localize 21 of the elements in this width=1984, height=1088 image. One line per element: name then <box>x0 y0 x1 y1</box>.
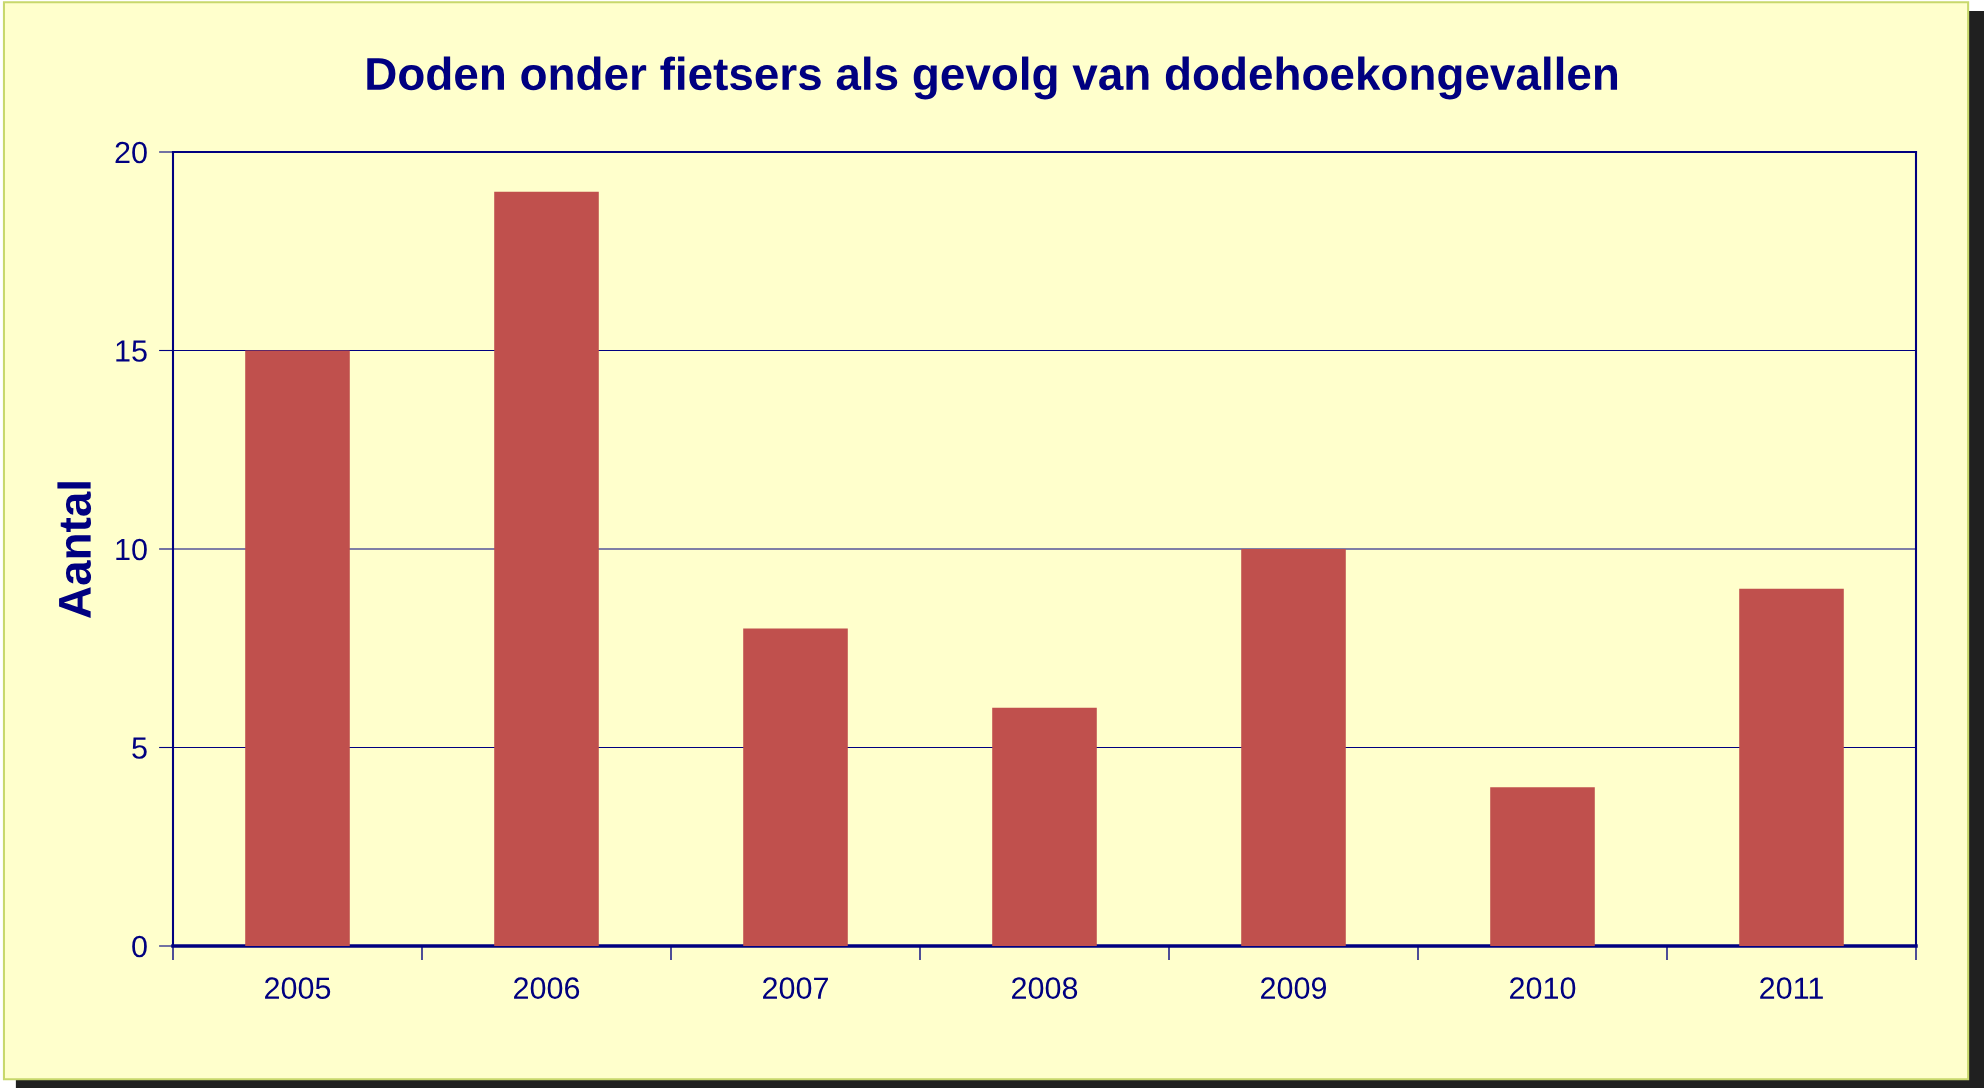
bar <box>494 191 599 946</box>
x-tick-label: 2011 <box>1760 977 1823 999</box>
x-tick-label: 2010 <box>1510 977 1576 999</box>
y-tick-label: 10 <box>116 538 147 561</box>
x-tick-label: 2009 <box>1261 977 1327 999</box>
x-tick-label: 2005 <box>265 977 331 999</box>
x-tick-label: 2006 <box>514 977 580 999</box>
chart-title: Doden onder fietsers als gevolg van dodehoekongevallen <box>367 56 1618 100</box>
y-tick-label: 15 <box>116 340 147 362</box>
y-tick-label: 5 <box>132 737 147 759</box>
bar <box>743 628 848 946</box>
bar <box>1490 787 1595 946</box>
x-tick-label: 2008 <box>1012 977 1078 999</box>
y-axis-title: Aantal <box>57 482 92 618</box>
bar <box>1739 588 1844 946</box>
bar <box>1241 549 1346 946</box>
bar <box>245 350 350 946</box>
y-tick-label: 0 <box>132 935 147 958</box>
x-tick-label: 2007 <box>763 977 828 999</box>
y-tick-label: 20 <box>115 141 147 164</box>
bar <box>992 707 1097 946</box>
